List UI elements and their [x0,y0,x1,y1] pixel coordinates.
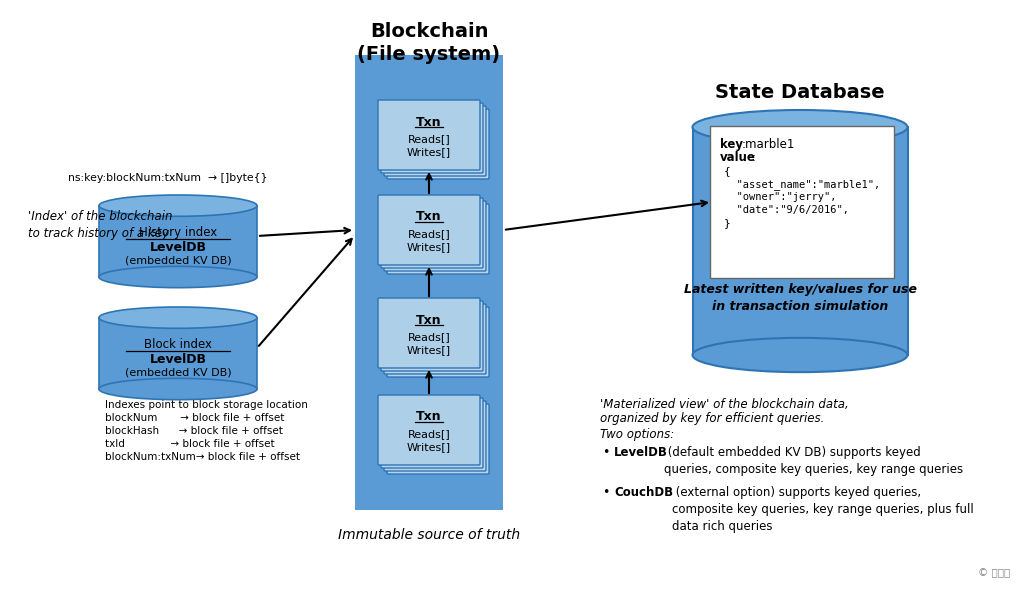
Text: Latest written key/values for use
in transaction simulation: Latest written key/values for use in tra… [683,283,916,313]
FancyBboxPatch shape [381,398,483,468]
Text: 'Index' of the blockchain
to track history of a key: 'Index' of the blockchain to track histo… [28,210,172,240]
FancyBboxPatch shape [384,401,486,471]
Text: "owner":"jerry",: "owner":"jerry", [724,192,837,202]
FancyBboxPatch shape [381,198,483,268]
Ellipse shape [692,338,907,372]
Bar [99,206,257,277]
Text: value: value [720,151,756,164]
Text: Txn: Txn [416,411,441,424]
Text: Txn: Txn [416,313,441,326]
Text: Writes[]: Writes[] [407,242,451,252]
Text: Writes[]: Writes[] [407,345,451,355]
Text: txId              → block file + offset: txId → block file + offset [105,439,274,449]
Ellipse shape [99,378,257,399]
FancyBboxPatch shape [387,404,489,474]
FancyBboxPatch shape [378,395,480,465]
Text: Block index: Block index [144,338,212,351]
Text: blockNum:txNum→ block file + offset: blockNum:txNum→ block file + offset [105,452,300,462]
Text: organized by key for efficient queries.: organized by key for efficient queries. [600,412,824,425]
Text: Txn: Txn [416,211,441,224]
Text: •: • [602,446,609,459]
Text: (default embedded KV DB) supports keyed
queries, composite key queries, key rang: (default embedded KV DB) supports keyed … [664,446,964,476]
Text: Reads[]: Reads[] [408,332,451,342]
Text: blockNum       → block file + offset: blockNum → block file + offset [105,413,285,423]
FancyBboxPatch shape [387,109,489,179]
Text: blockHash      → block file + offset: blockHash → block file + offset [105,426,283,436]
Text: key: key [720,138,743,151]
Text: © 深蓝居: © 深蓝居 [978,568,1010,578]
Text: (external option) supports keyed queries,
composite key queries, key range queri: (external option) supports keyed queries… [672,486,974,533]
FancyBboxPatch shape [381,103,483,173]
FancyBboxPatch shape [387,204,489,274]
FancyBboxPatch shape [387,307,489,377]
Text: State Database: State Database [715,83,885,102]
Bar [355,55,503,510]
Text: Reads[]: Reads[] [408,134,451,144]
Text: }: } [724,218,731,228]
Text: CouchDB: CouchDB [614,486,673,499]
Text: (embedded KV DB): (embedded KV DB) [125,368,231,378]
Text: "asset_name":"marble1",: "asset_name":"marble1", [724,179,881,190]
FancyBboxPatch shape [378,100,480,170]
Text: •: • [602,486,609,499]
Ellipse shape [99,307,257,328]
Bar [692,127,907,355]
Text: Reads[]: Reads[] [408,229,451,239]
FancyBboxPatch shape [381,301,483,371]
Text: :: : [752,151,756,164]
Text: :marble1: :marble1 [742,138,796,151]
Text: Reads[]: Reads[] [408,429,451,439]
FancyBboxPatch shape [384,201,486,271]
FancyBboxPatch shape [384,106,486,176]
Ellipse shape [99,195,257,217]
Text: {: { [724,166,731,176]
FancyBboxPatch shape [710,126,894,278]
Text: ns:key:blockNum:txNum  → []byte{}: ns:key:blockNum:txNum → []byte{} [69,173,267,183]
Text: Writes[]: Writes[] [407,147,451,157]
Text: LevelDB: LevelDB [150,241,207,254]
Text: Txn: Txn [416,116,441,129]
Text: History index: History index [139,227,217,240]
Bar [99,317,257,389]
Text: Indexes point to block storage location: Indexes point to block storage location [105,400,308,410]
Ellipse shape [99,266,257,288]
Ellipse shape [692,110,907,145]
Text: LevelDB: LevelDB [614,446,668,459]
FancyBboxPatch shape [378,298,480,368]
FancyBboxPatch shape [384,304,486,374]
Text: LevelDB: LevelDB [150,353,207,366]
Text: Writes[]: Writes[] [407,442,451,452]
Text: Two options:: Two options: [600,428,674,441]
Text: Immutable source of truth: Immutable source of truth [338,528,520,542]
Text: 'Materialized view' of the blockchain data,: 'Materialized view' of the blockchain da… [600,398,849,411]
Text: "date":"9/6/2016",: "date":"9/6/2016", [724,205,849,215]
Text: (embedded KV DB): (embedded KV DB) [125,256,231,266]
Text: Blockchain
(File system): Blockchain (File system) [357,22,501,64]
FancyBboxPatch shape [378,195,480,265]
